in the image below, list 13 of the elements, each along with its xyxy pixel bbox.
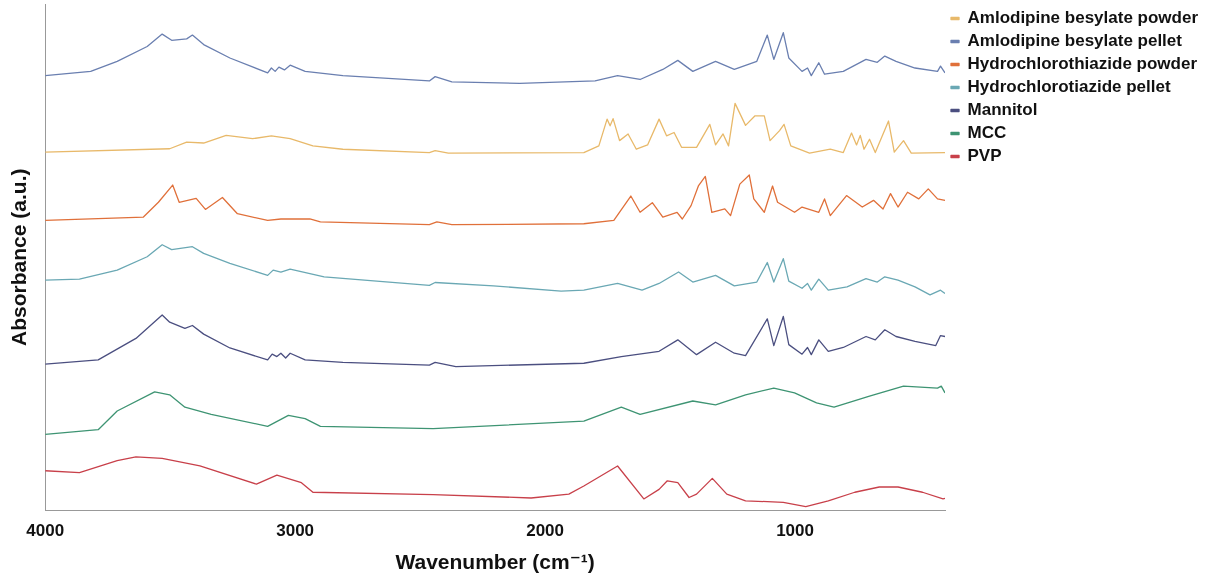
- legend-label: Amlodipine besylate pellet: [967, 31, 1183, 51]
- x-axis-title: Wavenumber (cm⁻¹): [395, 550, 595, 574]
- legend-label: Hydrochlorothiazide powder: [967, 54, 1198, 74]
- legend-label: Hydrochlorotiazide pellet: [967, 77, 1171, 97]
- x-tick-label: 3000: [276, 521, 315, 541]
- legend-label: Amlodipine besylate powder: [967, 8, 1199, 28]
- legend-label: PVP: [967, 146, 1002, 166]
- y-axis-title: Absorbance (a.u.): [7, 168, 31, 346]
- x-tick-label: 2000: [526, 521, 565, 541]
- legend-label: Mannitol: [967, 100, 1038, 120]
- legend-label: MCC: [967, 123, 1007, 143]
- x-tick-label: 4000: [26, 521, 65, 541]
- x-tick-label: 1000: [776, 521, 814, 541]
